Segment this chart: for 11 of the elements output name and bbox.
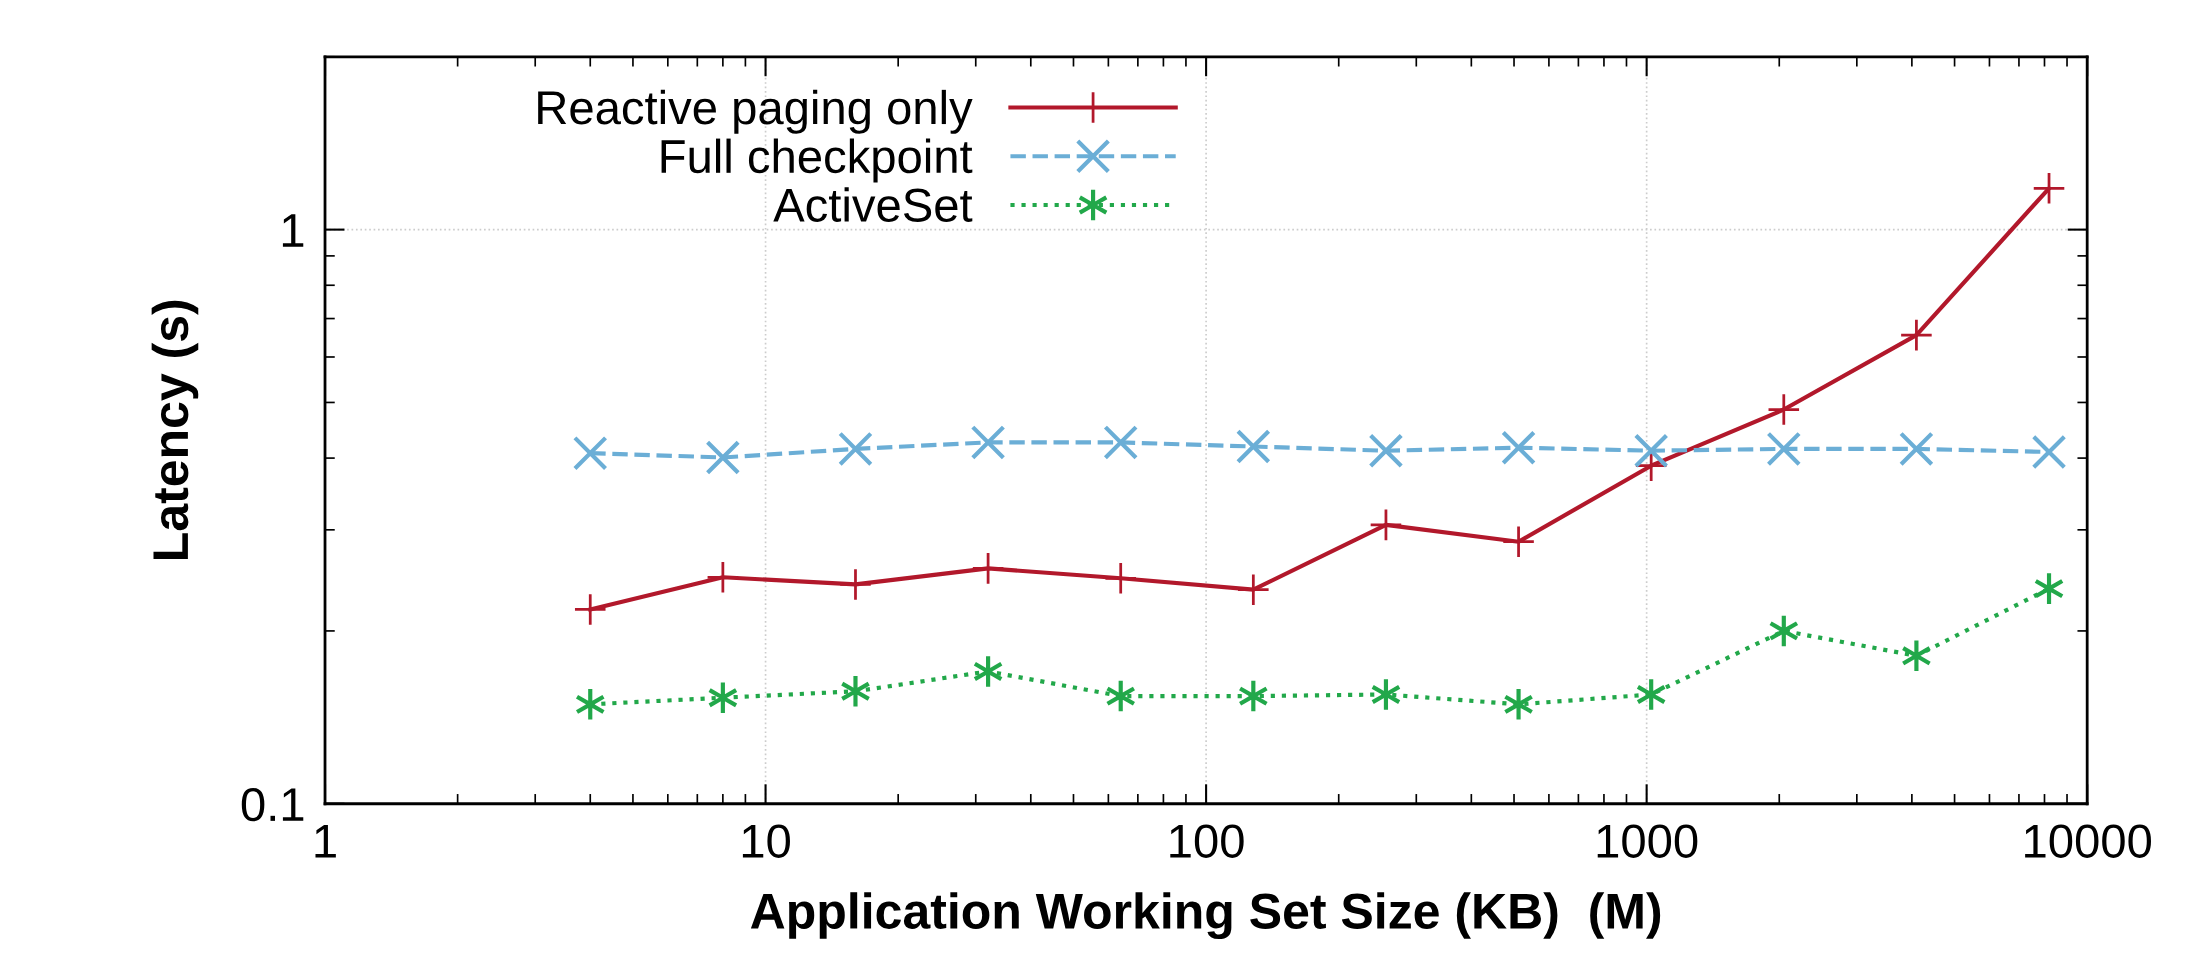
y-axis-title: Latency (s) — [151, 300, 199, 559]
x-tick-label: 10000 — [2025, 824, 2151, 858]
x-tick-label: 1 — [315, 824, 336, 858]
legend-label: ActiveSet — [773, 187, 973, 223]
x-tick-label: 100 — [1170, 824, 1244, 858]
legend-label: Full checkpoint — [661, 138, 973, 183]
x-tick-label: 1000 — [1597, 824, 1698, 858]
legend-label: Reactive paging only — [538, 89, 973, 134]
x-axis-title: Application Working Set Size (KB) (M) — [750, 892, 1661, 940]
x-tick-label: 10 — [742, 824, 790, 858]
y-tick-label: 0.1 — [241, 787, 304, 822]
